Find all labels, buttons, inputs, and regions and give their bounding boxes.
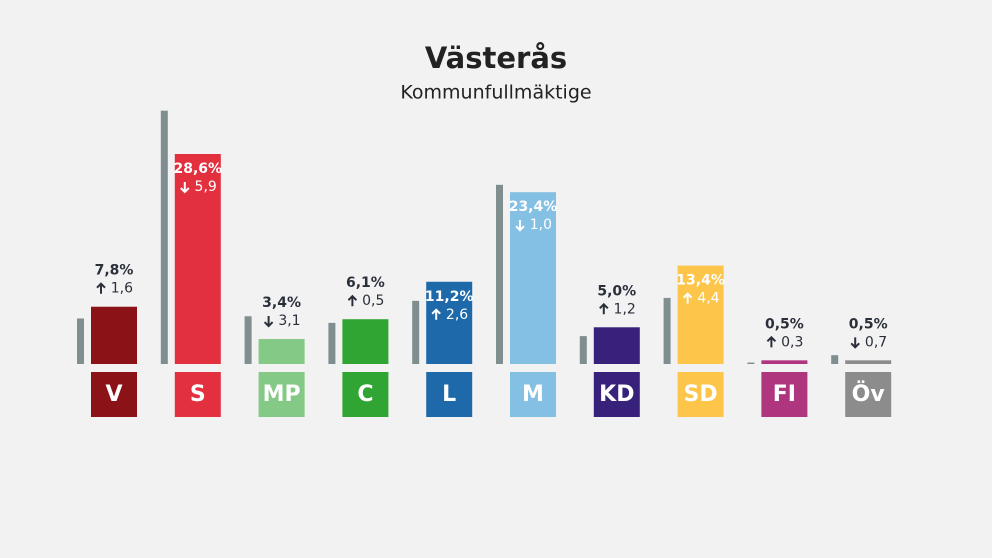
party-label: M <box>522 382 544 407</box>
change-arrow <box>96 282 106 294</box>
bar <box>593 327 640 364</box>
change-label: 1,0 <box>530 217 552 233</box>
value-label: 28,6% <box>174 161 223 177</box>
change-label: 5,9 <box>195 179 217 195</box>
party-label: S <box>190 382 206 407</box>
party-box <box>174 372 221 417</box>
change-arrow <box>766 335 777 348</box>
party-label: SD <box>684 382 718 407</box>
change-arrow <box>431 308 441 320</box>
party-label: MP <box>263 382 301 407</box>
bar <box>845 360 892 364</box>
change-label: 4,4 <box>697 291 719 307</box>
party-box <box>761 372 808 417</box>
value-label: 23,4% <box>509 199 558 215</box>
change-arrow <box>263 316 274 328</box>
value-label: 13,4% <box>676 273 725 289</box>
party-label: KD <box>599 382 634 407</box>
party-box <box>426 372 473 417</box>
chart-subtitle: Kommunfullmäktige <box>400 82 591 104</box>
change-arrow <box>850 337 860 349</box>
party-box <box>845 372 892 417</box>
party-label: V <box>105 382 122 407</box>
bar <box>342 319 389 364</box>
change-label: 2,6 <box>446 307 468 323</box>
value-label: 7,8% <box>95 263 134 279</box>
bar <box>426 281 473 364</box>
bar <box>510 192 556 364</box>
chart-title: Västerås <box>425 41 567 75</box>
bar <box>677 265 724 364</box>
previous-bar <box>663 297 671 364</box>
change-arrow <box>515 220 525 232</box>
change-label: 1,2 <box>614 301 636 317</box>
bar <box>258 339 305 364</box>
value-label: 5,0% <box>597 283 636 299</box>
bar <box>761 360 808 364</box>
previous-bar <box>160 110 168 365</box>
change-label: 0,3 <box>781 334 803 350</box>
party-label: C <box>357 382 373 407</box>
change-arrow <box>599 302 609 315</box>
party-box <box>510 372 556 417</box>
value-label: 11,2% <box>425 289 474 305</box>
value-label: 0,5% <box>765 316 804 332</box>
party-label: FI <box>773 382 796 407</box>
previous-bar <box>244 316 252 364</box>
bar <box>91 306 137 364</box>
party-box <box>91 372 137 417</box>
previous-bar <box>747 362 755 364</box>
party-box <box>593 372 640 417</box>
previous-bar <box>831 355 839 364</box>
party-label: Öv <box>852 381 886 407</box>
change-arrow <box>180 181 190 194</box>
previous-bar <box>579 336 587 364</box>
change-label: 0,7 <box>865 334 887 350</box>
previous-bar <box>328 322 336 364</box>
change-label: 3,1 <box>278 313 300 329</box>
change-label: 1,6 <box>111 281 133 297</box>
change-arrow <box>347 294 358 307</box>
value-label: 3,4% <box>262 295 301 311</box>
previous-bar <box>77 318 84 364</box>
value-label: 6,1% <box>346 275 385 291</box>
previous-bar <box>412 300 420 364</box>
party-box <box>342 372 389 417</box>
party-label: L <box>442 382 456 407</box>
value-label: 0,5% <box>849 316 888 332</box>
previous-bar <box>496 184 503 364</box>
party-box <box>677 372 724 417</box>
change-arrow <box>682 292 693 304</box>
change-label: 0,5 <box>362 293 384 309</box>
party-box <box>258 372 305 417</box>
